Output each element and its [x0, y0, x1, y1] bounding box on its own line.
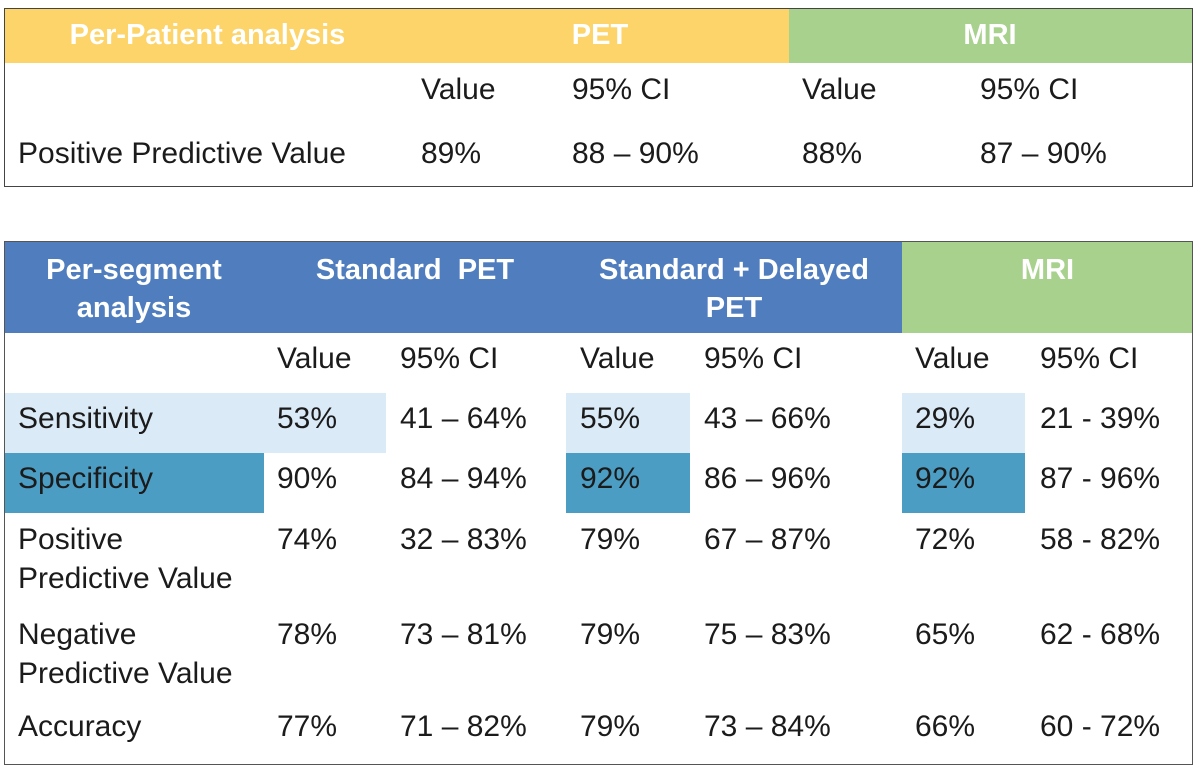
per-patient-mri-value: 88%: [802, 137, 863, 170]
per-patient-mri-value-heading: Value: [802, 73, 877, 106]
delayed-value: 92%: [580, 462, 641, 495]
specificity-label-highlight: [5, 453, 264, 513]
delayed-ci: 67 – 87%: [704, 523, 831, 556]
delayed-value: 79%: [580, 523, 641, 556]
row-label-line1: Positive: [18, 523, 124, 556]
mri-ci: 21 - 39%: [1040, 402, 1161, 435]
per-segment-header-standard-pet: Standard PET: [315, 254, 515, 286]
std-ci: 32 – 83%: [400, 523, 527, 556]
row-label-line1: Negative: [18, 618, 137, 651]
per-patient-header-label: Per-Patient analysis: [69, 19, 346, 51]
delayed-ci: 75 – 83%: [704, 618, 831, 651]
mri-value: 66%: [915, 710, 976, 743]
mri-ci: 58 - 82%: [1040, 523, 1161, 556]
per-segment-header-mri-band: [902, 242, 1192, 333]
per-patient-header-pet: PET: [571, 19, 629, 51]
per-patient-pet-ci-heading: 95% CI: [572, 73, 671, 106]
row-label-line2: Predictive Value: [18, 657, 233, 690]
per-patient-pet-value-heading: Value: [421, 73, 496, 106]
delayed-value: 55%: [580, 402, 641, 435]
std-ci: 84 – 94%: [400, 462, 527, 495]
std-ci-heading: 95% CI: [400, 342, 499, 375]
per-patient-pet-ci: 88 – 90%: [572, 137, 699, 170]
std-value: 53%: [277, 402, 338, 435]
mri-value-heading: Value: [915, 342, 990, 375]
per-segment-header-mri: MRI: [1020, 254, 1075, 286]
per-patient-header-pet-band: [5, 9, 789, 63]
per-segment-header-delayed-line2: PET: [705, 292, 763, 324]
std-value: 78%: [277, 618, 338, 651]
mri-value: 92%: [915, 462, 976, 495]
sensitivity-std-highlight: [5, 393, 386, 453]
delayed-ci: 43 – 66%: [704, 402, 831, 435]
per-patient-row-label: Positive Predictive Value: [18, 137, 346, 170]
sensitivity-mri-highlight: [902, 393, 1025, 453]
std-ci: 71 – 82%: [400, 710, 527, 743]
mri-ci-heading: 95% CI: [1040, 342, 1139, 375]
row-label: Accuracy: [18, 710, 142, 743]
per-segment-header-delayed-line1: Standard + Delayed: [599, 254, 869, 286]
delayed-value: 79%: [580, 710, 641, 743]
row-label: Specificity: [18, 462, 154, 495]
delayed-ci: 73 – 84%: [704, 710, 831, 743]
std-value-heading: Value: [277, 342, 352, 375]
per-patient-mri-ci: 87 – 90%: [980, 137, 1107, 170]
per-segment-header-blue-band: [5, 242, 902, 333]
specificity-mri-highlight: [902, 453, 1025, 513]
per-segment-header-label-line1: Per-segment: [46, 254, 222, 286]
sensitivity-delayed-highlight: [566, 393, 690, 453]
per-segment-header-label-line2: analysis: [76, 292, 192, 324]
per-patient-pet-value: 89%: [421, 137, 482, 170]
mri-value: 65%: [915, 618, 976, 651]
specificity-delayed-highlight: [566, 453, 690, 513]
delayed-value-heading: Value: [580, 342, 655, 375]
std-value: 77%: [277, 710, 338, 743]
per-patient-header-mri: MRI: [963, 19, 1017, 51]
std-ci: 41 – 64%: [400, 402, 527, 435]
delayed-value: 79%: [580, 618, 641, 651]
delayed-ci: 86 – 96%: [704, 462, 831, 495]
mri-ci: 60 - 72%: [1040, 710, 1161, 743]
std-value: 74%: [277, 523, 338, 556]
delayed-ci-heading: 95% CI: [704, 342, 803, 375]
mri-ci: 87 - 96%: [1040, 462, 1161, 495]
mri-value: 29%: [915, 402, 976, 435]
per-patient-table: [4, 8, 1193, 187]
per-segment-table: [4, 241, 1193, 765]
std-value: 90%: [277, 462, 338, 495]
row-label: Sensitivity: [18, 402, 154, 435]
mri-value: 72%: [915, 523, 976, 556]
row-label-line2: Predictive Value: [18, 562, 233, 595]
per-patient-mri-ci-heading: 95% CI: [980, 73, 1079, 106]
std-ci: 73 – 81%: [400, 618, 527, 651]
per-patient-header-mri-band: [789, 9, 1192, 63]
mri-ci: 62 - 68%: [1040, 618, 1161, 651]
